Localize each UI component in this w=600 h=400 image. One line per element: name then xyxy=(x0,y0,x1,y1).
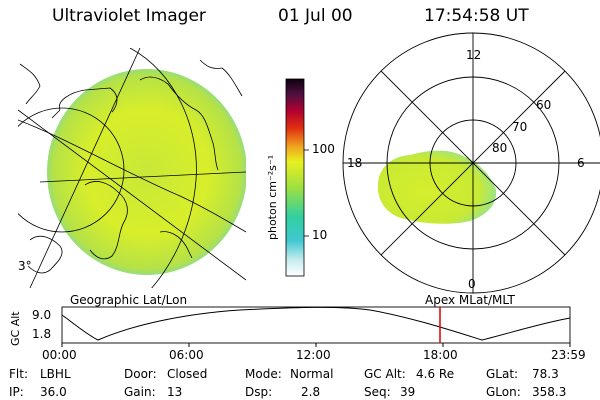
mlat-label-60: 60 xyxy=(536,98,552,112)
filter-value: LBHL xyxy=(40,367,71,381)
filter-label: Flt: xyxy=(9,367,28,381)
mlt-label-6: 6 xyxy=(577,156,585,170)
altitude-xtick-0000: 00:00 xyxy=(42,348,77,362)
geographic-image xyxy=(18,48,246,288)
mode-value: Normal xyxy=(290,367,334,381)
seq-label: Seq: xyxy=(364,385,391,399)
color-scale-bar xyxy=(285,78,305,277)
altitude-ylabel: GC Alt xyxy=(9,311,22,346)
altitude-xtick-1800: 18:00 xyxy=(423,348,458,362)
ip-value: 36.0 xyxy=(40,385,67,399)
gain-value: 13 xyxy=(167,385,183,399)
time-label: 17:54:58 UT xyxy=(424,6,529,26)
gcalt-value: 4.6 Re xyxy=(416,367,455,381)
door-value: Closed xyxy=(167,367,208,381)
dsp-value: 2.8 xyxy=(301,385,321,399)
polar-panel-label: Apex MLat/MLT xyxy=(425,293,515,307)
door-label: Door: xyxy=(124,367,157,381)
colorbar-unit-label: photon cm⁻²s⁻¹ xyxy=(266,154,279,240)
gain-label: Gain: xyxy=(124,385,156,399)
ip-label: IP: xyxy=(9,385,24,399)
glon-label: GLon: xyxy=(486,385,521,399)
mlt-label-12: 12 xyxy=(466,48,482,62)
glat-value: 78.3 xyxy=(532,367,559,381)
altitude-plot xyxy=(61,306,571,347)
mlat-label-70: 70 xyxy=(512,120,528,134)
altitude-ytick-9: 9.0 xyxy=(32,308,52,322)
gcalt-label: GC Alt: xyxy=(364,367,406,381)
geo-corner-label: 3° xyxy=(18,259,32,273)
altitude-ytick-1-8: 1.8 xyxy=(32,327,52,341)
colorbar-tick-10: 10 xyxy=(312,228,328,242)
polar-plot xyxy=(342,32,600,294)
altitude-xtick-1200: 12:00 xyxy=(296,348,331,362)
mlat-label-80: 80 xyxy=(492,141,508,155)
mode-label: Mode: xyxy=(245,367,282,381)
instrument-title: Ultraviolet Imager xyxy=(52,6,206,26)
geo-panel-label: Geographic Lat/Lon xyxy=(70,293,188,307)
date-label: 01 Jul 00 xyxy=(278,6,353,26)
mlt-label-0: 0 xyxy=(468,277,476,291)
dsp-label: Dsp: xyxy=(245,385,273,399)
colorbar-tick-100: 100 xyxy=(312,142,335,156)
altitude-xtick-2359: 23:59 xyxy=(551,348,586,362)
glon-value: 358.3 xyxy=(532,385,567,399)
altitude-xtick-0600: 06:00 xyxy=(169,348,204,362)
glat-label: GLat: xyxy=(486,367,519,381)
mlt-label-18: 18 xyxy=(347,156,363,170)
seq-value: 39 xyxy=(400,385,416,399)
